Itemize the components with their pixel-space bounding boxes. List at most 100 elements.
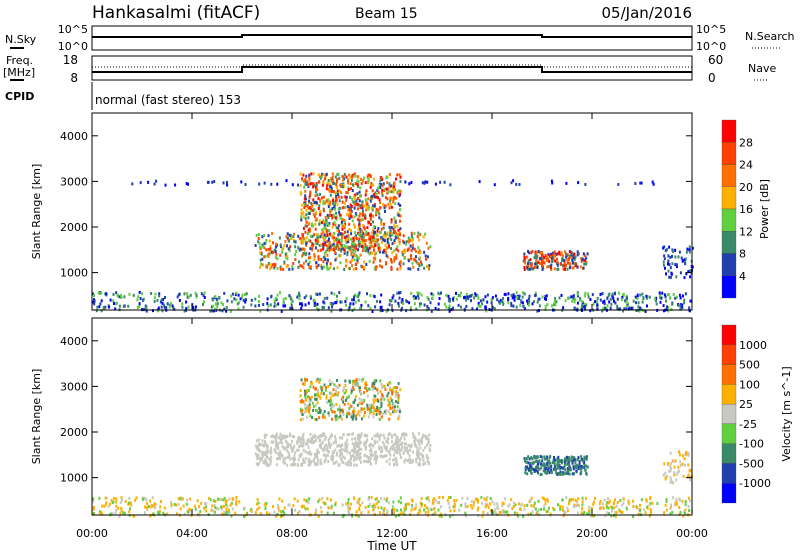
- x-axis-label: Time UT: [366, 539, 417, 553]
- velocity-cell: [330, 405, 333, 409]
- velocity-cell: [114, 511, 117, 515]
- velocity-cell: [256, 507, 259, 511]
- power-cell: [288, 294, 291, 298]
- power-cell: [388, 185, 391, 189]
- power-cell: [397, 202, 400, 206]
- velocity-cell: [221, 512, 224, 516]
- velocity-cell: [228, 510, 231, 514]
- velocity-cell: [185, 502, 188, 506]
- velocity-cell: [486, 512, 489, 515]
- velocity-cell: [92, 499, 95, 503]
- power-cell: [309, 266, 312, 270]
- velocity-cell: [394, 450, 397, 454]
- colorbar-swatch: [721, 142, 737, 165]
- power-cell: [323, 221, 326, 225]
- power-cell: [390, 231, 393, 235]
- velocity-cell: [360, 399, 363, 403]
- velocity-cell: [645, 499, 648, 503]
- power-cell: [372, 233, 375, 237]
- velocity-cell: [308, 440, 311, 444]
- power-cell: [408, 182, 411, 186]
- velocity-cell: [251, 510, 253, 513]
- velocity-cell: [350, 404, 353, 408]
- power-cell: [554, 299, 557, 303]
- velocity-cell: [528, 468, 531, 472]
- power-cell: [644, 310, 647, 313]
- velocity-cell: [299, 399, 302, 403]
- velocity-cell: [381, 449, 384, 453]
- power-cell: [418, 249, 421, 253]
- velocity-cell: [416, 512, 419, 516]
- power-cell: [314, 246, 317, 250]
- velocity-cell: [363, 407, 366, 411]
- power-cell: [171, 304, 174, 308]
- velocity-cell: [321, 447, 324, 451]
- velocity-cell: [316, 453, 319, 457]
- power-cell: [313, 184, 316, 188]
- power-cell: [655, 302, 658, 306]
- velocity-cell: [225, 511, 228, 515]
- velocity-cell: [100, 510, 103, 514]
- velocity-cell: [361, 501, 364, 505]
- power-cell: [452, 297, 455, 301]
- velocity-cell: [387, 403, 390, 407]
- power-cell: [545, 297, 547, 301]
- velocity-cell: [371, 453, 374, 457]
- velocity-cell: [547, 506, 550, 510]
- velocity-cell: [344, 441, 347, 445]
- velocity-cell: [342, 397, 344, 401]
- power-cell: [360, 303, 363, 307]
- power-cell: [389, 234, 392, 238]
- velocity-cell: [473, 500, 476, 504]
- power-cell: [490, 301, 493, 305]
- velocity-cell: [683, 457, 686, 461]
- velocity-cell: [404, 442, 407, 446]
- power-cell: [406, 300, 409, 304]
- power-cell: [380, 240, 383, 244]
- velocity-cell: [592, 502, 595, 506]
- velocity-cell: [220, 505, 222, 509]
- velocity-cell: [608, 512, 610, 515]
- power-cell: [416, 235, 419, 239]
- power-cell: [261, 257, 264, 261]
- power-cell: [356, 179, 359, 183]
- power-cell: [383, 222, 385, 226]
- velocity-cell: [391, 444, 394, 448]
- velocity-cell: [678, 506, 681, 509]
- velocity-cell: [149, 499, 152, 503]
- velocity-cell: [367, 407, 370, 411]
- power-cell: [100, 291, 103, 295]
- power-cell: [361, 204, 364, 208]
- power-cell: [300, 215, 303, 219]
- velocity-cell: [383, 443, 386, 447]
- velocity-cell: [525, 465, 528, 469]
- velocity-cell: [416, 447, 419, 451]
- power-cell: [297, 183, 299, 187]
- velocity-cell: [537, 471, 539, 475]
- velocity-cell: [363, 454, 366, 458]
- velocity-cell: [352, 382, 355, 385]
- power-cell: [263, 255, 266, 259]
- power-cell: [275, 252, 278, 256]
- velocity-cell: [269, 451, 272, 455]
- velocity-cell: [576, 500, 579, 504]
- power-cell: [230, 300, 233, 304]
- velocity-cell: [580, 511, 583, 515]
- power-cell: [310, 245, 313, 249]
- velocity-cell: [344, 383, 347, 387]
- power-cell: [399, 204, 402, 207]
- power-cell: [308, 252, 311, 256]
- velocity-cell: [305, 389, 308, 393]
- velocity-cell: [330, 456, 333, 459]
- power-cell: [275, 245, 277, 249]
- power-cell: [120, 296, 123, 299]
- power-cell: [257, 300, 260, 303]
- velocity-cell: [398, 408, 401, 412]
- power-cell: [338, 291, 341, 295]
- power-cell: [358, 307, 361, 310]
- power-cell: [362, 235, 365, 239]
- velocity-cell: [323, 410, 326, 413]
- velocity-cell: [298, 435, 301, 439]
- power-cell: [684, 292, 687, 296]
- velocity-cell: [481, 501, 484, 505]
